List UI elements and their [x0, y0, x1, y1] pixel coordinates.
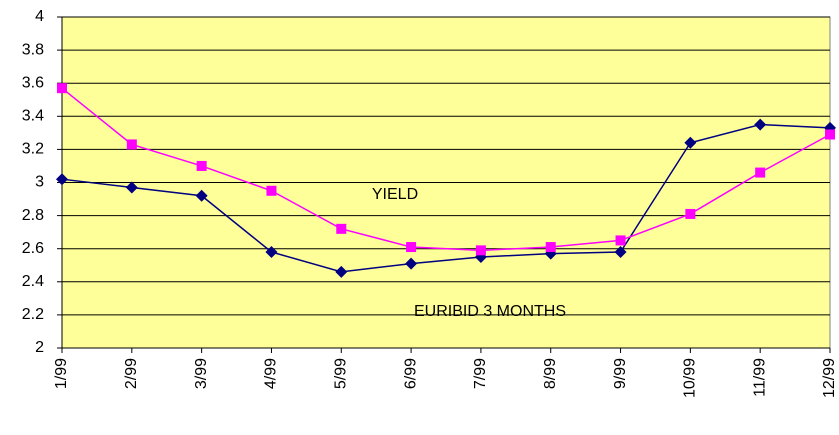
y-tick-label: 2.4	[22, 273, 44, 290]
marker	[684, 136, 697, 149]
x-tick-label: 9/99	[612, 358, 629, 389]
y-tick-label: 4	[35, 8, 44, 25]
series-label: EURIBID 3 MONTHS	[414, 303, 566, 320]
y-tick-label: 3	[35, 174, 44, 191]
x-tick-label: 12/99	[821, 358, 838, 398]
marker	[614, 246, 627, 259]
y-tick-label: 3.4	[22, 108, 44, 125]
y-tick-label: 2	[35, 339, 44, 356]
x-tick-label: 11/99	[751, 358, 768, 397]
marker	[265, 246, 278, 259]
x-tick-label: 3/99	[193, 358, 210, 389]
x-tick-label: 10/99	[682, 358, 699, 398]
x-tick-label: 4/99	[263, 358, 280, 389]
x-tick-label: 5/99	[332, 358, 349, 389]
marker	[266, 185, 277, 196]
series-line	[61, 123, 831, 273]
marker	[615, 235, 626, 246]
marker	[57, 83, 67, 94]
marker	[406, 242, 417, 253]
x-tick-label: 2/99	[123, 358, 140, 389]
marker	[335, 265, 348, 278]
y-tick-label: 2.6	[22, 240, 44, 257]
series-line	[61, 87, 831, 252]
x-tick-label: 1/99	[53, 358, 70, 389]
marker	[754, 118, 767, 131]
marker	[475, 245, 486, 256]
marker	[125, 181, 138, 194]
marker	[545, 242, 556, 253]
series-label: YIELD	[372, 186, 418, 203]
marker	[755, 167, 766, 178]
x-tick-label: 6/99	[402, 358, 419, 389]
x-tick-label: 7/99	[472, 358, 489, 389]
marker	[195, 189, 208, 202]
marker	[405, 257, 418, 270]
marker	[196, 160, 207, 171]
marker	[825, 129, 835, 140]
x-tick-label: 8/99	[542, 358, 559, 389]
marker	[336, 223, 347, 234]
marker	[685, 208, 696, 219]
y-tick-label: 3.2	[22, 141, 44, 158]
y-tick-label: 3.8	[22, 41, 44, 58]
marker	[126, 139, 137, 150]
marker	[56, 173, 68, 186]
y-tick-label: 2.8	[22, 207, 44, 224]
y-tick-label: 2.2	[22, 306, 44, 323]
y-tick-label: 3.6	[22, 74, 44, 91]
